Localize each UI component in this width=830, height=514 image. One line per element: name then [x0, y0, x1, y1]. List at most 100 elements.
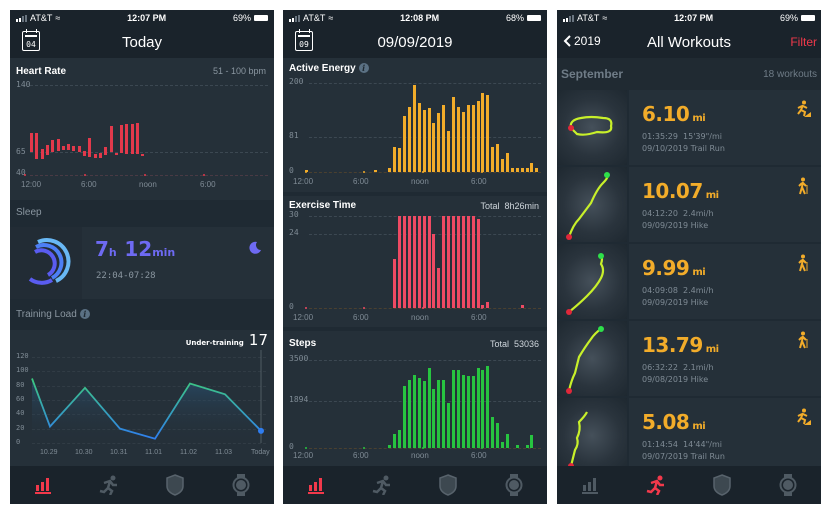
workout-row[interactable]: 5.08 mi 01:14:54 14'44"/mi 09/07/2019 Trail…: [557, 398, 821, 475]
active_energy-bar: [486, 94, 490, 172]
exercise-time-card[interactable]: Exercise Time Total 8h26min 30 24 0 12:00 6:…: [283, 196, 547, 327]
tab-workouts[interactable]: [370, 473, 394, 497]
steps-bar: [456, 370, 460, 448]
workout-date-type: 09/07/2019 Trail Run: [642, 452, 725, 461]
heart-rate-bar: [136, 122, 139, 155]
sleep-title: Sleep: [16, 207, 42, 218]
tab-watch[interactable]: [229, 473, 253, 497]
back-button[interactable]: 2019: [563, 34, 601, 48]
active_energy-bar: [427, 108, 431, 172]
sleep-header: Sleep: [10, 200, 274, 227]
workout-row[interactable]: 13.79 mi 06:32:22 2.1mi/h 09/08/2019 Hike: [557, 321, 821, 398]
calendar-icon[interactable]: 09: [295, 29, 313, 51]
battery-percent: 69%: [232, 13, 251, 23]
tab-shield[interactable]: [710, 473, 734, 497]
training-load-title: Training Load: [16, 309, 77, 320]
y-label: 1894: [289, 395, 309, 404]
heart-rate-bar: [30, 132, 33, 152]
x-label: 6:00: [353, 313, 369, 322]
workout-date-type: 09/09/2019 Hike: [642, 298, 709, 307]
active_energy-bar: [476, 100, 480, 172]
x-label: 6:00: [353, 451, 369, 460]
steps-card[interactable]: Steps Total 53036 3500 1894 0 12:00 6:00 noon…: [283, 331, 547, 466]
active_energy-bar: [530, 163, 534, 172]
tab-watch[interactable]: [776, 473, 800, 497]
info-icon[interactable]: i: [358, 63, 369, 74]
steps-bar: [515, 444, 519, 448]
heart-rate-bar: [56, 139, 60, 151]
tab-workouts[interactable]: [644, 473, 668, 497]
steps-bar: [442, 380, 446, 448]
exercise_time-bar: [398, 216, 402, 308]
workout-row[interactable]: 10.07 mi 04:12:20 2.4mi/h 09/09/2019 Hike: [557, 167, 821, 244]
workout-row[interactable]: 6.10 mi 01:35:29 15'39"/mi 09/10/2019 Trail…: [557, 90, 821, 167]
heart-rate-bar: [104, 147, 108, 156]
wifi-icon: ≈: [328, 13, 334, 23]
workout-duration-pace: 06:32:22 2.1mi/h: [642, 363, 714, 372]
active-energy-card[interactable]: Active Energy i 200 81 0 12:00 6:00 noon 6:00: [283, 58, 547, 192]
steps-bar: [393, 434, 397, 448]
info-icon[interactable]: i: [79, 309, 90, 320]
page-title: Today: [121, 33, 163, 51]
y-label: 20: [16, 423, 25, 432]
route-map: [557, 321, 627, 396]
trail-run-icon: [795, 408, 811, 426]
tab-stats[interactable]: [304, 473, 328, 497]
tab-shield[interactable]: [163, 473, 187, 497]
shield-icon: [166, 474, 184, 496]
steps-bar: [398, 430, 402, 448]
hike-icon: [795, 254, 811, 272]
exercise_time-bar: [437, 268, 441, 308]
steps-bar: [530, 435, 534, 448]
heart-rate-title: Heart Rate: [16, 66, 67, 77]
heart-rate-card[interactable]: Heart Rate 51 - 100 bpm 140 65 40 12:00 …: [10, 58, 274, 200]
sleep-card[interactable]: 7h 12min 22:04-07:28: [10, 227, 274, 299]
workout-info: 9.99 mi 04:09:08 2.4mi/h 09/09/2019 Hike: [629, 244, 821, 319]
x-label: 11.03: [215, 449, 232, 456]
tab-workouts[interactable]: [97, 473, 121, 497]
filter-button[interactable]: Filter: [790, 35, 817, 49]
watch-icon: [779, 474, 797, 496]
steps-bar: [481, 370, 485, 448]
y-label: 65: [16, 147, 26, 156]
active_energy-bar: [373, 170, 377, 172]
x-label: noon: [139, 180, 157, 189]
tab-watch[interactable]: [502, 473, 526, 497]
exercise_time-bar: [452, 216, 455, 308]
shield-icon: [713, 474, 731, 496]
exercise_time-bar: [412, 216, 416, 308]
active_energy-bar: [461, 111, 465, 172]
y-label: 120: [16, 352, 29, 360]
active_energy-bar: [403, 116, 406, 172]
x-label: 10.29: [40, 449, 58, 456]
training-status: Under-training 17: [185, 331, 268, 349]
tab-shield[interactable]: [436, 473, 460, 497]
steps-bar: [525, 444, 529, 448]
steps-bar: [461, 375, 465, 448]
active_energy-bar: [447, 130, 451, 172]
calendar-icon[interactable]: 04: [22, 29, 40, 51]
tab-stats[interactable]: [578, 473, 602, 497]
x-label: 11.02: [180, 449, 197, 456]
page-title: 09/09/2019: [377, 33, 453, 51]
heart-rate-range: 51 - 100 bpm: [212, 66, 266, 76]
steps-bar: [476, 367, 480, 448]
training-load-card[interactable]: Under-training 17 120 100 80 60 40 20 0 10.29 1…: [10, 330, 274, 466]
battery-percent: 68%: [505, 13, 524, 23]
route-map: [557, 244, 627, 319]
carrier: AT&T: [577, 13, 600, 23]
heart-rate-bar: [141, 154, 145, 157]
workout-info: 5.08 mi 01:14:54 14'44"/mi 09/07/2019 Trail…: [629, 398, 821, 473]
y-label: 30: [289, 210, 299, 219]
battery-icon: [801, 15, 815, 21]
active_energy-bar: [422, 109, 426, 172]
bar-chart-icon: [582, 478, 598, 494]
workout-row[interactable]: 9.99 mi 04:09:08 2.4mi/h 09/09/2019 Hike: [557, 244, 821, 321]
signal-icon: [563, 14, 574, 22]
exercise_time-bar: [520, 304, 524, 308]
watch-icon: [505, 474, 523, 496]
y-label: 40: [16, 409, 25, 418]
active_energy-bar: [432, 122, 436, 172]
tab-stats[interactable]: [31, 473, 55, 497]
x-label: 12:00: [293, 451, 314, 460]
